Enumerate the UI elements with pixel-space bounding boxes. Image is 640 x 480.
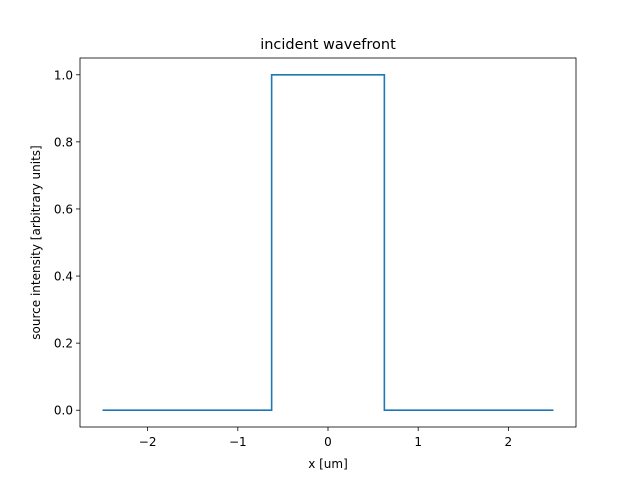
chart-title: incident wavefront: [260, 37, 396, 53]
y-tick-label: 0.8: [54, 135, 73, 149]
x-tick-label: −2: [139, 435, 157, 449]
y-tick-label: 0.4: [54, 270, 73, 284]
series-line-0: [102, 73, 554, 412]
x-tick-label: 0: [324, 435, 332, 449]
plot-frame: [79, 57, 577, 428]
y-axis-ticks: 0.0 0.2 0.4 0.6 0.8 1.0: [54, 68, 80, 418]
x-tick-label: 1: [414, 435, 422, 449]
x-tick-label: −1: [229, 435, 247, 449]
y-tick-label: 0.6: [54, 202, 73, 216]
y-tick-label: 0.2: [54, 337, 73, 351]
y-tick-label: 0.0: [54, 404, 73, 418]
y-tick-label: 1.0: [54, 68, 73, 82]
y-axis-label: source intensity [arbitrary units]: [29, 145, 43, 339]
series-group: [102, 73, 554, 412]
x-axis-ticks: −2 −1 0 1 2: [139, 427, 512, 449]
x-axis-label: x [um]: [308, 457, 348, 471]
x-tick-label: 2: [505, 435, 513, 449]
plot-area: [80, 58, 576, 427]
